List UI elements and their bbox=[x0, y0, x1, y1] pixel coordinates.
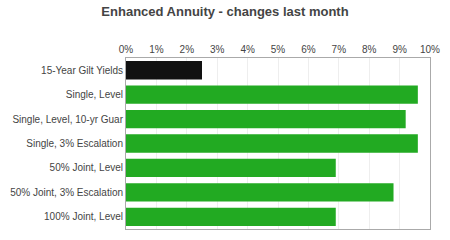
svg-text:15-Year Gilt Yields: 15-Year Gilt Yields bbox=[41, 65, 123, 76]
svg-text:4%: 4% bbox=[240, 44, 255, 55]
svg-text:8%: 8% bbox=[362, 44, 377, 55]
svg-text:9%: 9% bbox=[392, 44, 407, 55]
svg-text:1%: 1% bbox=[149, 44, 164, 55]
svg-text:10%: 10% bbox=[420, 44, 440, 55]
svg-text:Enhanced Annuity - changes las: Enhanced Annuity - changes last month bbox=[101, 4, 348, 19]
svg-text:Single, 3% Escalation: Single, 3% Escalation bbox=[26, 138, 123, 149]
svg-text:Single, Level, 10-yr Guar: Single, Level, 10-yr Guar bbox=[12, 114, 123, 125]
svg-text:0%: 0% bbox=[119, 44, 134, 55]
svg-text:Single, Level: Single, Level bbox=[66, 89, 123, 100]
svg-text:50% Joint, 3% Escalation: 50% Joint, 3% Escalation bbox=[10, 187, 123, 198]
svg-text:2%: 2% bbox=[180, 44, 195, 55]
svg-text:6%: 6% bbox=[301, 44, 316, 55]
svg-text:50% Joint, Level: 50% Joint, Level bbox=[50, 162, 123, 173]
svg-text:7%: 7% bbox=[332, 44, 347, 55]
svg-text:5%: 5% bbox=[271, 44, 286, 55]
svg-text:3%: 3% bbox=[210, 44, 225, 55]
svg-text:100% Joint, Level: 100% Joint, Level bbox=[44, 211, 123, 222]
